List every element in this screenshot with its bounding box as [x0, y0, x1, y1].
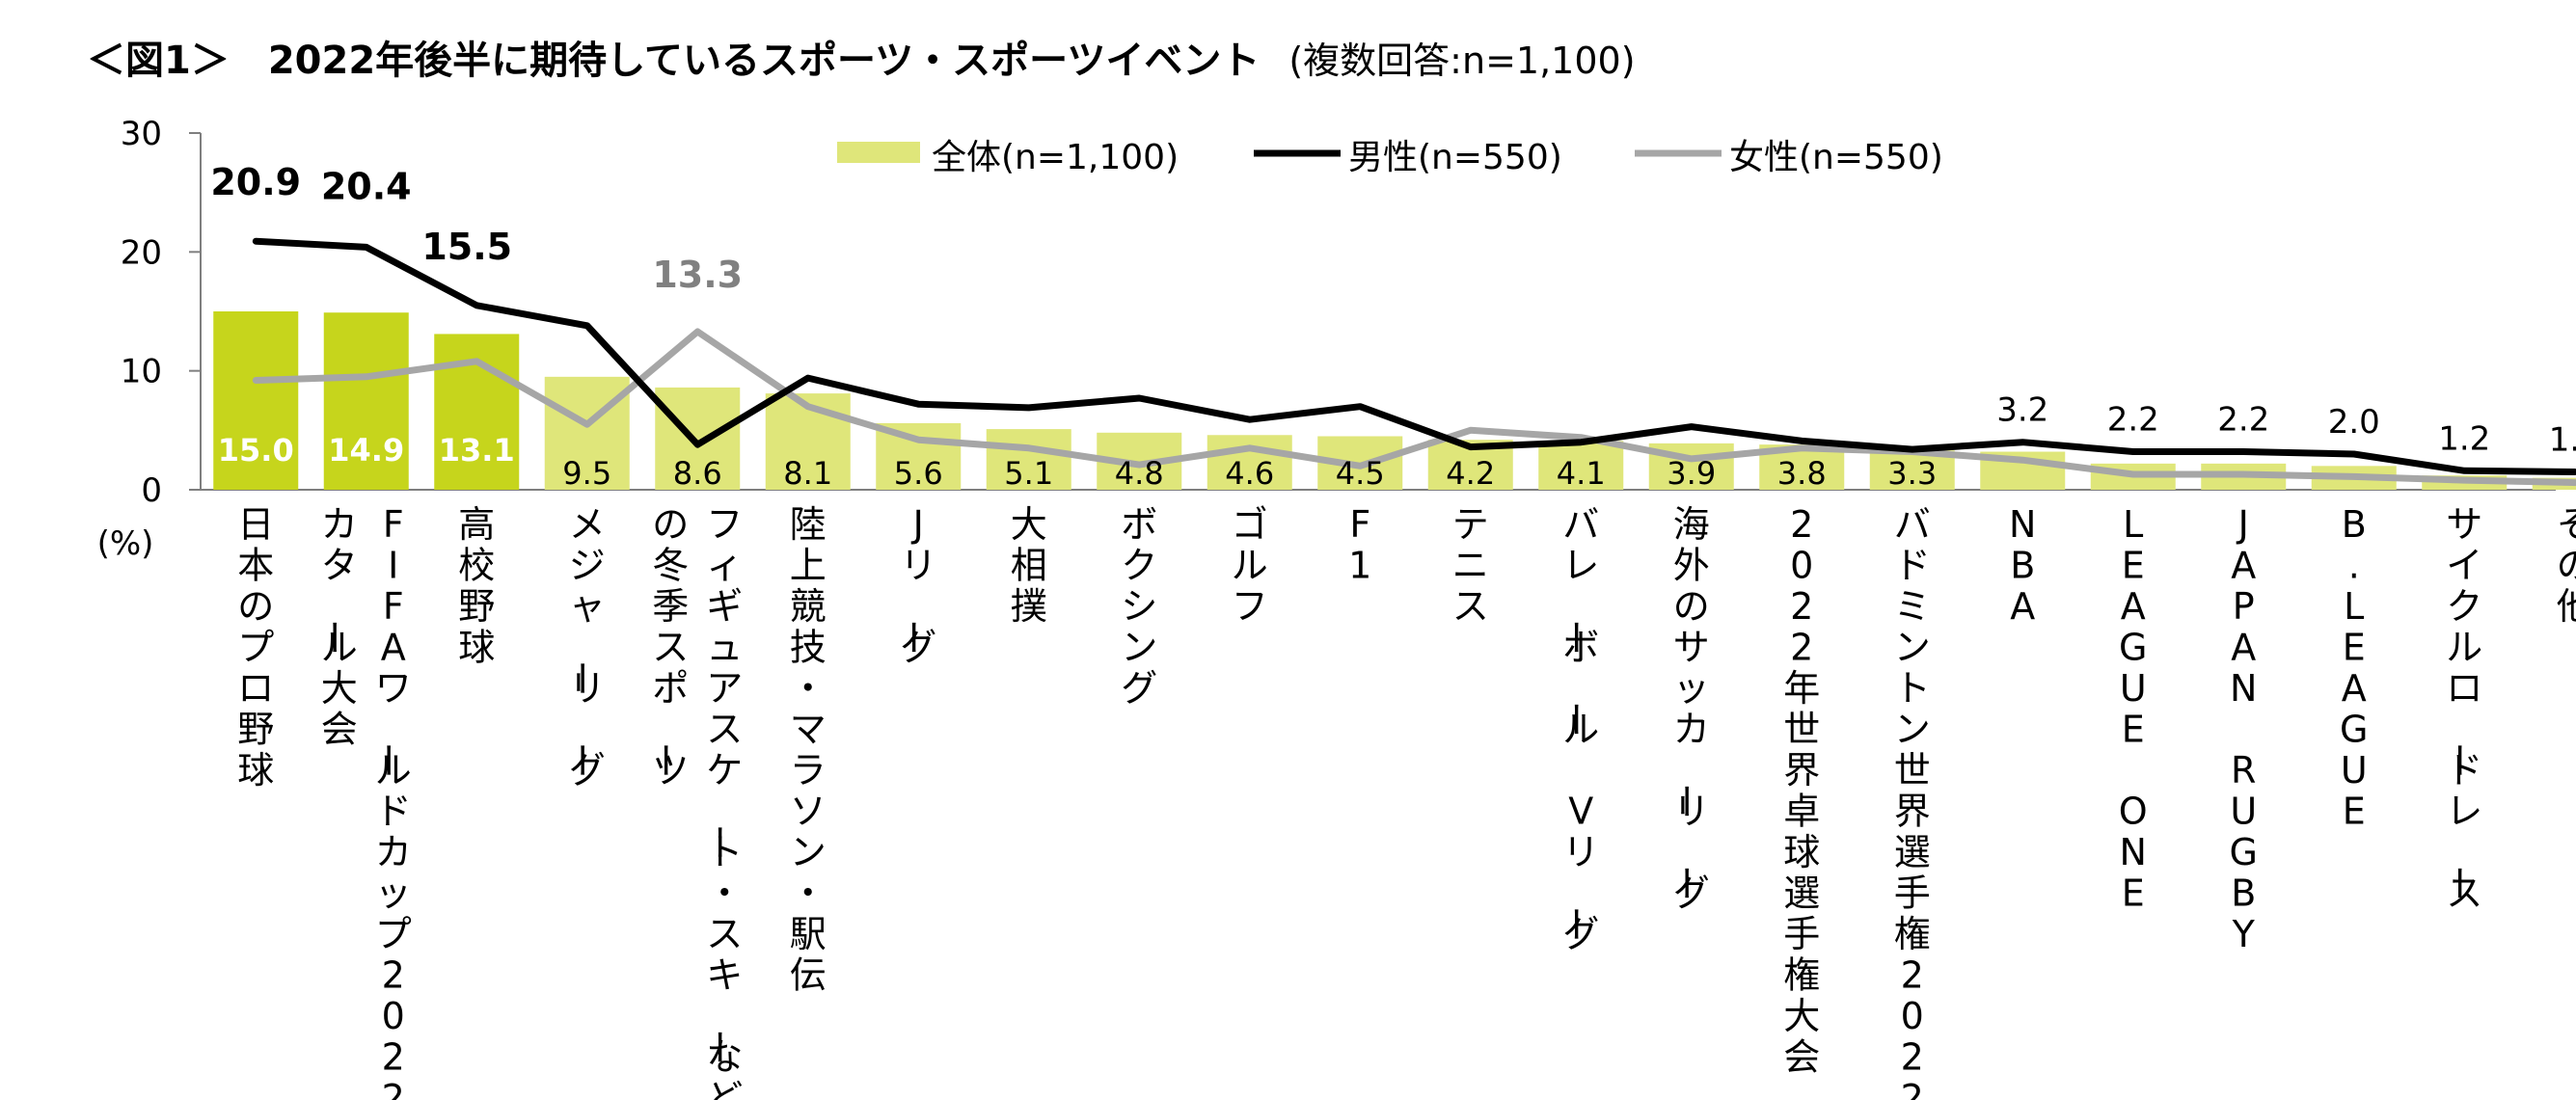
category-label-9: ボクシング: [1121, 503, 1157, 710]
female-highlight-label: 13.3: [652, 254, 743, 296]
bar-all-label-4: 9.5: [562, 455, 611, 492]
bar-all-label-22: 1.0: [2549, 421, 2576, 460]
legend-label-female: 女性(n=550): [1729, 138, 1943, 177]
bar-all-label-5: 8.6: [673, 455, 722, 492]
category-label-13: バレーボール V リーグ: [1554, 503, 1599, 955]
bar-all-13: [1538, 441, 1624, 490]
bar-all-8: [986, 429, 1071, 490]
bar-all-2: [323, 312, 409, 490]
bar-all-label-10: 4.6: [1225, 455, 1274, 492]
bar-all-label-18: 2.2: [2107, 401, 2159, 440]
bar-all-label-8: 5.1: [1004, 455, 1053, 492]
bar-all-10: [1207, 435, 1292, 490]
male-highlight-label-3: 15.5: [421, 226, 512, 268]
category-label-16: バドミントン世界選手権 2 0 2 2: [1894, 503, 1931, 1100]
bar-all-label-19: 2.2: [2217, 401, 2269, 440]
legend-label-male: 男性(n=550): [1348, 138, 1562, 177]
bar-all-label-20: 2.0: [2328, 403, 2380, 442]
bar-all-1: [213, 311, 299, 490]
bar-all-label-21: 1.2: [2438, 419, 2490, 458]
category-label-12: テニス: [1452, 503, 1489, 628]
bar-all-label-9: 4.8: [1115, 455, 1164, 492]
category-label-8: 大相撲: [1011, 503, 1047, 628]
bar-all-label-6: 8.1: [783, 455, 832, 492]
line-female: [252, 328, 2576, 487]
category-label-6: 陸上競技・マラソン・駅伝: [790, 503, 827, 997]
y-tick-label: 10: [121, 353, 162, 391]
category-label-10: ゴルフ: [1232, 503, 1268, 628]
category-label-2-line-2: カタール大会: [312, 503, 358, 751]
category-label-22: その他: [2557, 503, 2576, 628]
bar-all-label-16: 3.3: [1887, 455, 1937, 492]
bar-all-label-7: 5.6: [894, 455, 943, 492]
category-label-2-line-1: F I F A ワールドカップ 2 0 2 2: [366, 503, 412, 1100]
legend-label-all: 全体(n=1,100): [932, 138, 1179, 177]
y-tick-label: 0: [141, 471, 162, 510]
category-label-21: サイクルロードレース: [2437, 503, 2482, 915]
chart-title-note: (複数回答:n=1,100): [1288, 40, 1636, 82]
category-label-5-line-2: の冬季スポーツ: [643, 503, 689, 791]
bar-all-label-17: 3.2: [1996, 391, 2048, 430]
line-male: [252, 237, 2576, 475]
bar-all-5: [655, 387, 741, 490]
bar-all-label-13: 4.1: [1557, 455, 1606, 492]
category-label-5-line-1: フィギュアスケート・スキーなど: [697, 503, 743, 1100]
bar-all-label-12: 4.2: [1446, 455, 1495, 492]
chart-title: ＜図1＞ 2022年後半に期待しているスポーツ・スポーツイベント (複数回答:n=…: [87, 29, 1636, 85]
bar-all-label-1: 15.0: [218, 432, 294, 469]
y-tick-label: 20: [121, 233, 162, 272]
category-label-3: 高校野球: [458, 503, 495, 669]
bar-all-label-15: 3.8: [1777, 455, 1827, 492]
category-label-15: 2 0 2 2 年世界卓球選手権大会: [1783, 503, 1820, 1079]
category-label-4: メジャーリーグ: [560, 503, 606, 791]
bar-all-label-2: 14.9: [328, 432, 404, 469]
category-label-7: J リーグ: [891, 503, 936, 669]
y-axis-unit-label: (%): [97, 524, 154, 563]
male-highlight-label-2: 20.4: [321, 165, 412, 207]
male-highlight-label-1: 20.9: [210, 161, 301, 203]
bar-all-4: [544, 376, 630, 490]
bar-all-label-14: 3.9: [1667, 455, 1716, 492]
category-label-14: 海外のサッカーリーグ: [1665, 503, 1710, 915]
chart-title-main: ＜図1＞ 2022年後半に期待しているスポーツ・スポーツイベント: [87, 39, 1261, 83]
bar-all-label-11: 4.5: [1336, 455, 1385, 492]
y-tick-label: 30: [121, 115, 162, 153]
category-label-1: 日本のプロ野球: [237, 503, 274, 791]
bar-all-label-3: 13.1: [439, 432, 515, 469]
legend-swatch-all: [837, 142, 920, 163]
